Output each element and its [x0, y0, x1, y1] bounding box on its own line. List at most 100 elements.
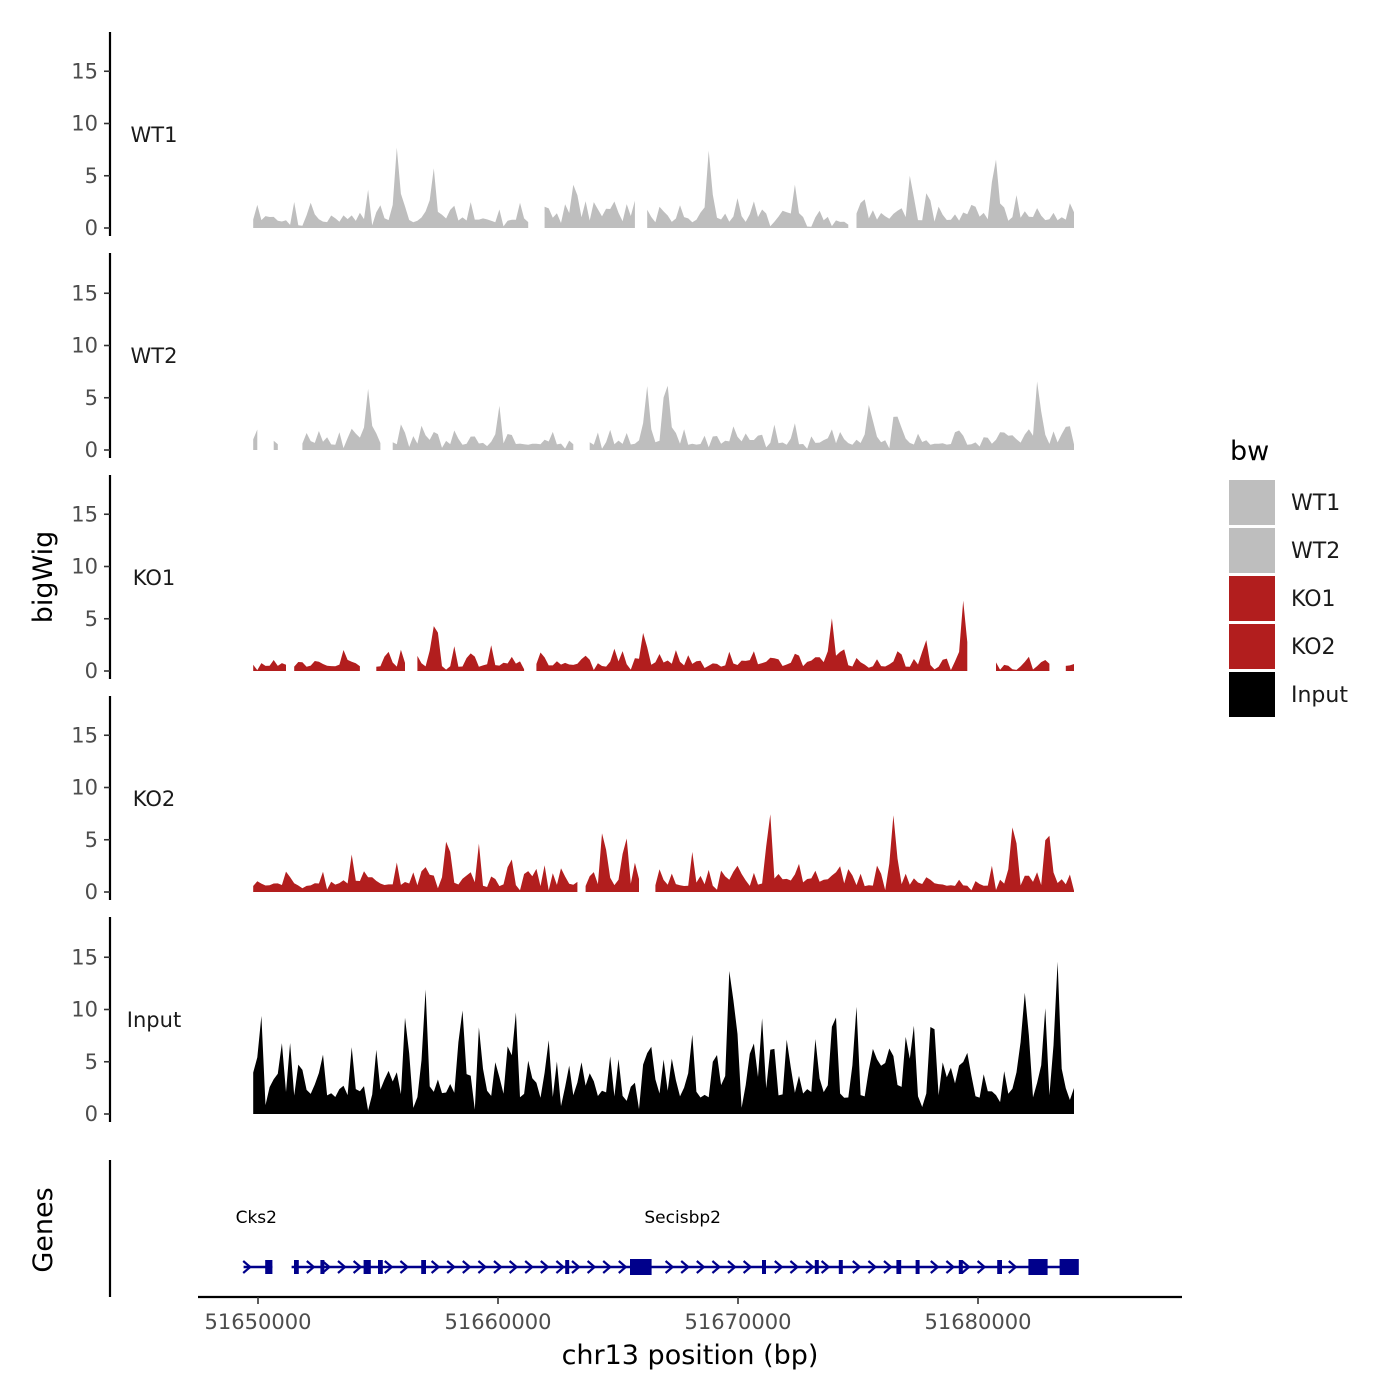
y-tick-label: 5: [85, 828, 98, 852]
strand-chevron: [852, 1260, 862, 1274]
y-axis-title-bigwig: bigWig: [28, 531, 59, 624]
strand-chevron: [524, 1260, 534, 1274]
legend-swatch-ko1: [1229, 576, 1275, 621]
exon-block: [265, 1260, 273, 1274]
legend-swatch-wt2: [1229, 528, 1275, 573]
exon-block: [838, 1260, 843, 1274]
strand-chevron: [664, 1260, 675, 1274]
legend-label-input: Input: [1291, 683, 1348, 708]
genes-layer: Cks2 Secisbp2: [108, 1160, 1079, 1297]
exon-block: [762, 1260, 766, 1274]
x-tick-label: 51650000: [205, 1310, 312, 1334]
signal-area-ko2: [253, 814, 1074, 892]
track-input: 0 5 10 15 Input: [71, 917, 1074, 1126]
exon-block: [958, 1260, 963, 1274]
y-tick-label: 15: [71, 945, 98, 969]
strand-chevron: [883, 1260, 893, 1274]
y-tick-label: 15: [71, 59, 98, 83]
exon-block: [565, 1260, 570, 1274]
strand-chevron: [555, 1260, 566, 1274]
y-tick-label: 5: [85, 1050, 98, 1074]
x-tick-label: 51670000: [685, 1310, 792, 1334]
legend-title: bw: [1230, 436, 1269, 467]
strand-chevron: [242, 1260, 252, 1274]
strand-chevron: [571, 1260, 581, 1274]
track-ko2: 0 5 10 15 KO2: [71, 696, 1074, 904]
x-tick-label: 51660000: [445, 1310, 552, 1334]
exon-block: [997, 1260, 1002, 1274]
exon-block: [630, 1259, 652, 1275]
strand-chevron: [430, 1260, 441, 1274]
legend-label-wt1: WT1: [1291, 491, 1340, 516]
strand-chevron: [462, 1260, 472, 1274]
y-tick-label: 10: [71, 776, 98, 800]
exon-block: [1028, 1259, 1048, 1275]
strand-chevron: [508, 1260, 519, 1274]
legend-swatch-ko2: [1229, 624, 1275, 669]
y-tick-label: 15: [71, 281, 98, 305]
strand-chevron: [446, 1260, 456, 1274]
legend-label-ko1: KO1: [1291, 587, 1336, 612]
legend-swatch-wt1: [1229, 480, 1275, 525]
strand-chevron: [493, 1260, 503, 1274]
y-tick-label: 15: [71, 723, 98, 747]
track-label-ko1: KO1: [133, 566, 176, 590]
y-tick-label: 5: [85, 164, 98, 188]
y-tick-label: 10: [71, 112, 98, 136]
strand-chevron: [540, 1260, 550, 1274]
exon-block: [915, 1260, 920, 1274]
track-ko1: 0 5 10 15 KO1: [71, 475, 1074, 683]
exon-block: [421, 1260, 426, 1274]
gene-cks2: Cks2: [236, 1208, 277, 1274]
y-tick-label: 5: [85, 607, 98, 631]
strand-chevron: [618, 1260, 628, 1274]
exon-block: [320, 1260, 325, 1274]
strand-chevron: [399, 1260, 410, 1274]
exon-block: [1059, 1259, 1079, 1275]
strand-chevron: [727, 1260, 737, 1274]
y-tick-label: 15: [71, 502, 98, 526]
x-tick-label: 51680000: [925, 1310, 1032, 1334]
y-tick-label: 0: [85, 659, 98, 683]
y-axis-title-genes: Genes: [28, 1187, 59, 1272]
track-label-wt2: WT2: [131, 344, 178, 368]
y-tick-label: 10: [71, 334, 98, 358]
strand-chevron: [774, 1260, 784, 1274]
strand-chevron: [867, 1260, 878, 1274]
strand-chevron: [976, 1260, 987, 1274]
x-axis: 51650000 51660000 51670000 51680000: [198, 1295, 1182, 1334]
strand-chevron: [680, 1260, 690, 1274]
strand-chevron: [805, 1260, 815, 1274]
strand-chevron: [352, 1260, 363, 1274]
exon-block: [378, 1260, 383, 1274]
y-tick-label: 0: [85, 880, 98, 904]
strand-chevron: [321, 1260, 332, 1274]
signal-area-wt1: [253, 147, 1074, 228]
strand-chevron: [337, 1260, 347, 1274]
legend-label-ko2: KO2: [1291, 635, 1336, 660]
track-wt1: 0 5 10 15 WT1: [71, 32, 1074, 240]
strand-chevron: [930, 1260, 940, 1274]
gene-label: Cks2: [236, 1208, 277, 1228]
signal-area-ko1: [253, 600, 1074, 671]
strand-chevron: [477, 1260, 488, 1274]
strand-chevron: [789, 1260, 800, 1274]
strand-chevron: [961, 1260, 971, 1274]
legend-label-wt2: WT2: [1291, 539, 1340, 564]
x-axis-title: chr13 position (bp): [562, 1340, 819, 1371]
strand-chevron: [586, 1260, 597, 1274]
strand-chevron: [696, 1260, 706, 1274]
exon-block: [814, 1260, 819, 1274]
strand-chevron: [602, 1260, 612, 1274]
gene-secisbp2: Secisbp2: [291, 1208, 1079, 1275]
y-tick-label: 0: [85, 438, 98, 462]
track-label-ko2: KO2: [133, 787, 176, 811]
y-tick-label: 0: [85, 216, 98, 240]
strand-chevron: [742, 1260, 753, 1274]
y-tick-label: 10: [71, 998, 98, 1022]
signal-area-input: [253, 961, 1074, 1114]
y-tick-label: 10: [71, 555, 98, 579]
strand-chevron: [1008, 1260, 1018, 1274]
track-label-input: Input: [127, 1008, 181, 1032]
y-tick-label: 5: [85, 386, 98, 410]
